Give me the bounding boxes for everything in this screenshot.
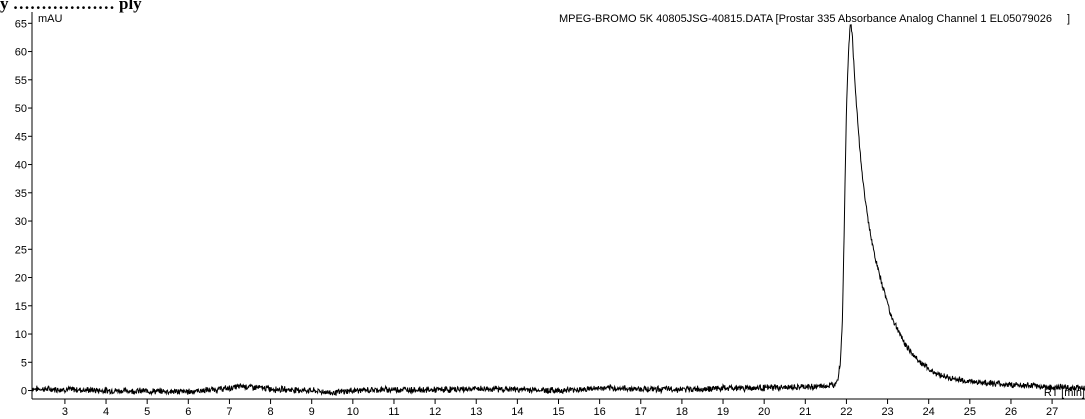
x-tick-label: 6 [185,406,191,418]
y-tick-label: 30 [15,216,27,228]
x-tick-label: 21 [799,406,811,418]
y-tick-label: 45 [15,131,27,143]
x-tick-label: 17 [635,406,647,418]
x-tick-label: 16 [594,406,606,418]
y-tick-label: 55 [15,75,27,87]
x-tick-label: 7 [226,406,232,418]
x-tick-label: 24 [923,406,935,418]
y-tick-label: 60 [15,47,27,59]
y-tick-label: 5 [21,357,27,369]
trace-title: MPEG-BROMO 5K 40805JSG-40815.DATA [Prost… [559,13,1052,25]
y-tick-label: 0 [21,386,27,398]
y-tick-label: 50 [15,103,27,115]
x-tick-label: 13 [470,406,482,418]
x-tick-label: 27 [1046,406,1058,418]
y-tick-label: 15 [15,301,27,313]
x-tick-label: 11 [388,406,399,418]
y-tick-label: 25 [15,244,27,256]
y-axis-ticks: 0 5 10 15 20 25 30 35 40 45 50 55 60 65 [15,18,32,398]
x-tick-label: 18 [676,406,688,418]
y-unit-label: mAU [38,13,63,25]
x-tick-label: 4 [103,406,109,418]
trace-title-close: ] [1067,13,1070,25]
x-tick-label: 12 [429,406,441,418]
x-tick-label: 9 [309,406,315,418]
x-tick-label: 8 [268,406,274,418]
x-tick-label: 5 [144,406,150,418]
y-tick-label: 65 [15,18,27,30]
y-tick-label: 20 [15,273,27,285]
x-tick-label: 19 [717,406,729,418]
y-tick-label: 40 [15,160,27,172]
x-tick-label: 23 [881,406,893,418]
x-tick-label: 26 [1005,406,1017,418]
x-axis-ticks: 3 4 5 6 7 8 9 10 11 12 13 14 15 16 17 18 19 20 21 22 23 24 25 2… [62,399,1058,418]
y-tick-label: 10 [15,329,27,341]
x-tick-label: 3 [62,406,68,418]
y-tick-label: 35 [15,188,27,200]
x-tick-label: 10 [347,406,359,418]
x-tick-label: 25 [964,406,976,418]
x-tick-label: 22 [840,406,852,418]
absorbance-trace [31,24,1085,397]
clipped-heading: y ……………… ply [0,0,142,13]
x-tick-label: 15 [552,406,564,418]
x-tick-label: 20 [758,406,770,418]
x-tick-label: 14 [511,406,523,418]
